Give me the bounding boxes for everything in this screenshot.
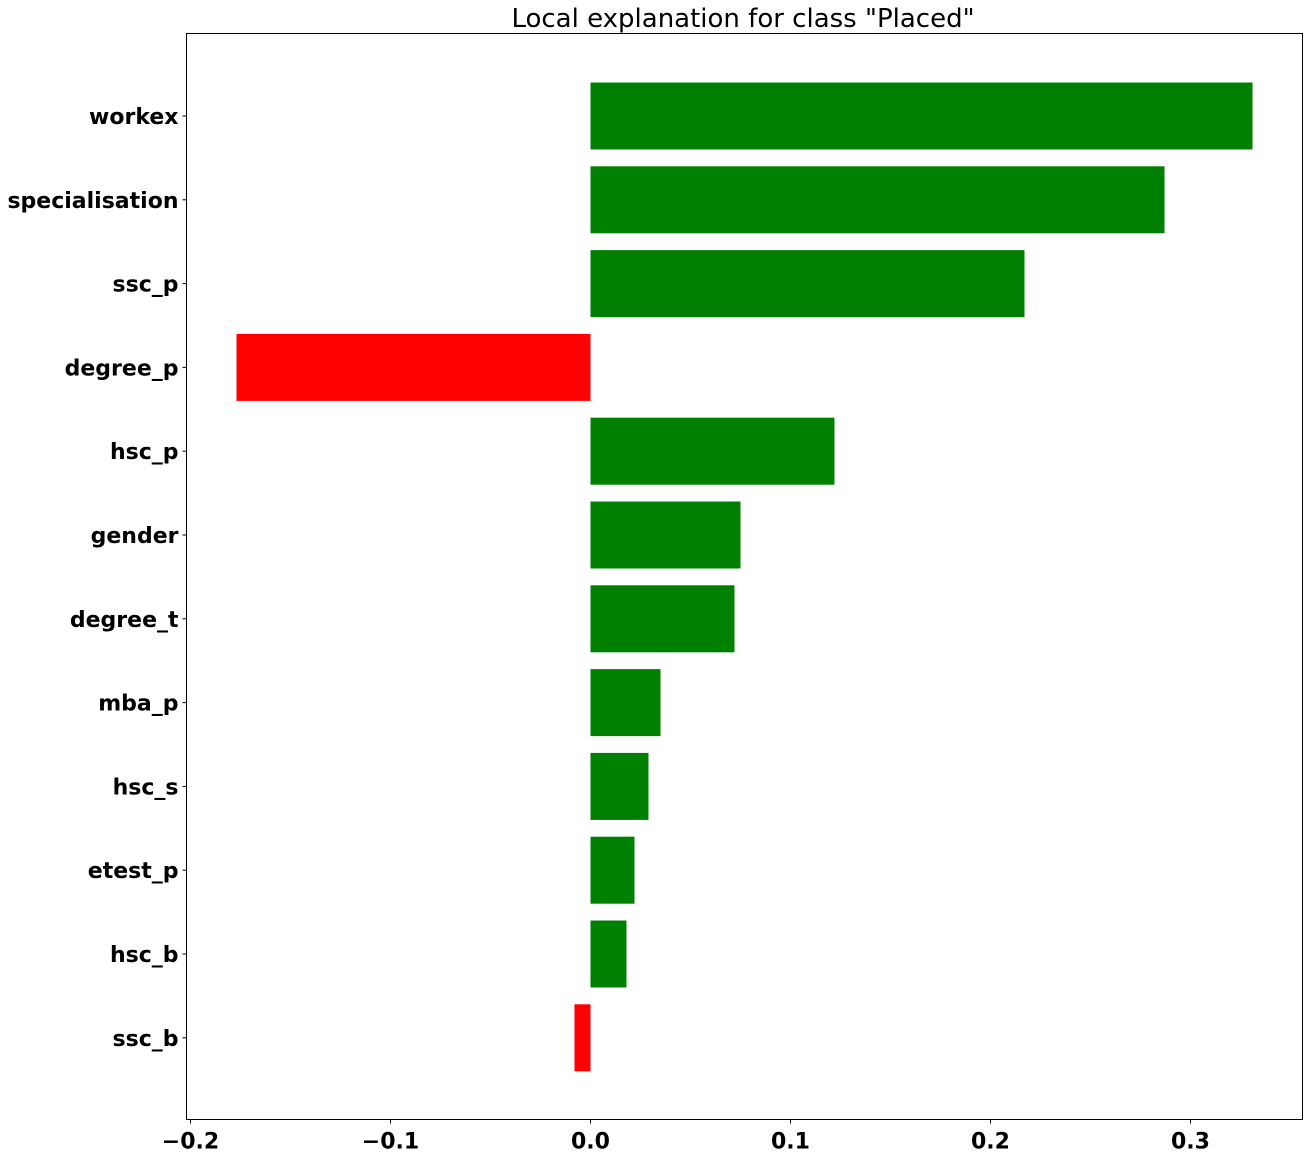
x-tick-label: −0.1 (362, 1130, 419, 1154)
bar-ssc_p (590, 250, 1025, 318)
y-tick-label: hsc_b (110, 943, 179, 968)
y-tick-label: workex (89, 105, 178, 130)
bar-hsc_s (590, 752, 649, 820)
plot-frame (186, 33, 1303, 1120)
bars-group (236, 82, 1253, 1072)
y-tick-label: mba_p (98, 692, 178, 717)
y-tick-label: hsc_p (110, 440, 179, 465)
bar-mba_p (590, 669, 661, 737)
bar-degree_t (590, 585, 735, 653)
y-tick-label: gender (91, 524, 179, 549)
x-tick-label: 0.3 (1171, 1130, 1210, 1154)
y-tick-label: etest_p (88, 859, 179, 884)
y-axis: workex specialisation ssc_p degree_p hsc_pge… (7, 105, 187, 1052)
bar-gender (590, 501, 741, 569)
y-tick-label: ssc_p (113, 273, 179, 298)
x-tick-label: 0.1 (771, 1130, 810, 1154)
x-tick-label: 0.0 (571, 1130, 610, 1154)
y-tick-label: degree_p (65, 356, 179, 381)
bar-workex (590, 82, 1253, 150)
x-tick-label: −0.2 (162, 1130, 219, 1154)
y-tick-label: degree_t (70, 608, 179, 633)
bar-hsc_p (590, 417, 835, 485)
y-tick-label: hsc_s (113, 775, 179, 800)
chart-title: Local explanation for class "Placed" (511, 4, 974, 34)
bar-etest_p (590, 836, 635, 904)
x-axis: −0.2 −0.1 0.0 0.1 0.2 0.3 (162, 1119, 1210, 1154)
y-tick-label: ssc_b (113, 1027, 179, 1052)
bar-specialisation (590, 166, 1165, 234)
bar-hsc_b (590, 920, 627, 988)
bar-degree_p (236, 333, 591, 401)
bar-ssc_b (574, 1004, 591, 1072)
y-tick-label: specialisation (7, 189, 178, 214)
x-tick-label: 0.2 (971, 1130, 1010, 1154)
